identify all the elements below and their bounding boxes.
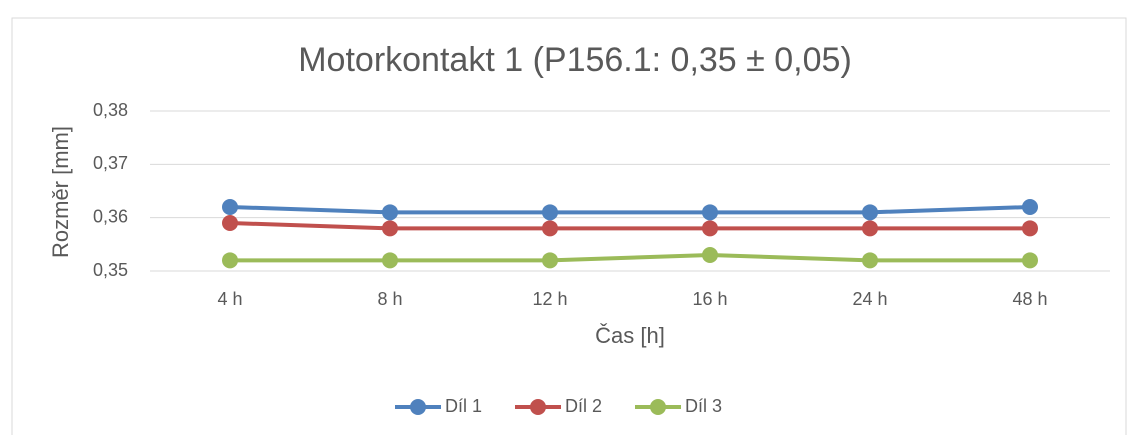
series-line: [229, 221, 1030, 231]
point: [1022, 199, 1038, 215]
point: [1022, 252, 1038, 269]
x-axis-label: Čas [h]: [595, 323, 665, 348]
legend-swatch-marker: [650, 399, 666, 415]
point: [862, 204, 878, 221]
y-tick-label: 0,37: [93, 153, 128, 173]
point: [542, 204, 558, 221]
y-tick-label: 0,35: [93, 260, 128, 280]
legend-swatch-marker: [530, 399, 546, 415]
x-tick-label: 16 h: [692, 289, 727, 309]
legend-swatch-marker: [410, 399, 426, 415]
point: [702, 204, 718, 221]
legend-label: Díl 3: [685, 396, 722, 416]
chart-title: Motorkontakt 1 (P156.1: 0,35 ± 0,05): [298, 41, 852, 79]
y-tick-label: 0,36: [93, 206, 128, 226]
y-axis-label: Rozměr [mm]: [48, 126, 73, 258]
series-line: [229, 205, 1031, 215]
legend-label: Díl 2: [565, 396, 602, 416]
point: [702, 220, 718, 237]
legend-label: Díl 1: [445, 396, 482, 416]
point: [702, 247, 718, 263]
point: [222, 199, 238, 215]
point: [1022, 220, 1038, 237]
point: [222, 215, 238, 231]
point: [222, 252, 238, 269]
x-tick-label: 12 h: [532, 289, 567, 309]
y-tick-label: 0,38: [93, 100, 128, 120]
point: [862, 220, 878, 237]
point: [382, 204, 398, 221]
x-tick-label: 48 h: [1012, 289, 1047, 309]
x-tick-label: 24 h: [852, 289, 887, 309]
point: [542, 220, 558, 237]
point: [382, 220, 398, 237]
point: [542, 252, 558, 269]
x-tick-label: 4 h: [217, 289, 242, 309]
point: [862, 252, 878, 269]
x-tick-label: 8 h: [377, 289, 402, 309]
series-line: [230, 252, 1030, 263]
point: [382, 252, 398, 269]
